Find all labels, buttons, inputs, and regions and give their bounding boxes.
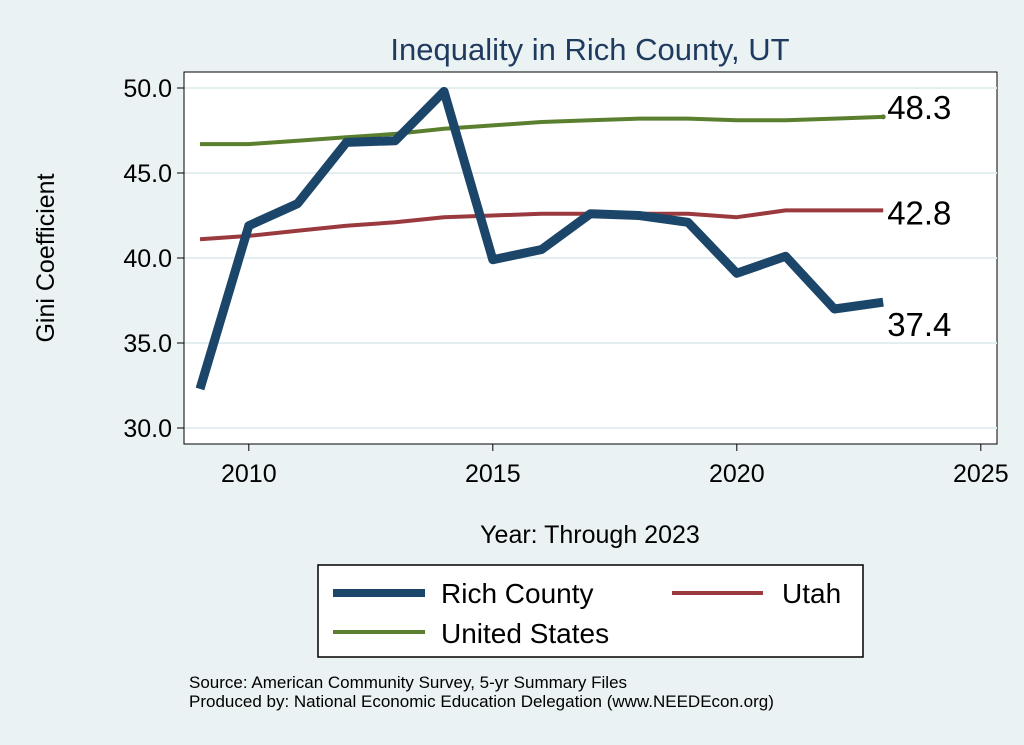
x-tick-label: 2010	[221, 460, 277, 488]
data-point-united-states	[880, 114, 886, 120]
data-point-utah	[198, 237, 203, 242]
data-point-utah	[832, 208, 837, 213]
y-tick-label: 50.0	[123, 75, 172, 103]
data-point-united-states	[295, 138, 300, 143]
data-point-united-states	[539, 120, 544, 125]
series-line-united-states	[200, 114, 884, 147]
data-point-rich-county	[734, 271, 739, 276]
data-point-rich-county	[246, 223, 251, 228]
end-label-united-states: 48.3	[887, 89, 951, 126]
data-point-utah	[686, 211, 691, 216]
data-point-utah	[442, 215, 447, 220]
data-point-rich-county	[539, 247, 544, 252]
data-point-rich-county	[588, 211, 593, 216]
data-point-rich-county	[344, 140, 349, 145]
data-point-utah	[490, 213, 495, 218]
x-tick-label: 2020	[709, 460, 765, 488]
end-labels: 37.4 42.8 48.3	[887, 89, 951, 343]
producer-note: Produced by: National Economic Education…	[189, 692, 774, 711]
data-lines	[195, 86, 886, 391]
data-point-united-states	[588, 118, 593, 123]
data-point-rich-county	[490, 257, 495, 262]
y-tick-label: 45.0	[123, 160, 172, 188]
y-axis: 30.0 35.0 40.0 45.0 50.0	[123, 72, 185, 444]
data-point-united-states	[490, 123, 495, 128]
data-point-rich-county	[198, 386, 203, 391]
data-point-united-states	[783, 118, 788, 123]
data-point-united-states	[734, 118, 739, 123]
data-point-utah	[393, 220, 398, 225]
x-axis: 2010 2015 2020 2025	[184, 443, 1009, 488]
data-point-united-states	[442, 126, 447, 131]
legend-label-united-states: United States	[441, 618, 609, 649]
end-label-rich-county: 37.4	[887, 306, 951, 343]
y-axis-title: Gini Coefficient	[32, 173, 60, 342]
data-point-united-states	[198, 142, 203, 147]
legend-box	[317, 564, 864, 658]
data-point-united-states	[686, 116, 691, 121]
y-tick-label: 40.0	[123, 245, 172, 273]
x-tick-label: 2025	[953, 460, 1009, 488]
data-point-utah	[344, 223, 349, 228]
data-point-rich-county	[637, 213, 642, 218]
data-point-utah	[295, 228, 300, 233]
legend-label-utah: Utah	[782, 578, 841, 609]
data-point-utah	[539, 211, 544, 216]
data-point-united-states	[832, 116, 837, 121]
y-tick-label: 30.0	[123, 415, 172, 443]
gridlines	[184, 87, 997, 429]
data-point-utah	[783, 208, 788, 213]
legend: Rich County Utah United States	[317, 564, 864, 658]
series-line-rich-county	[195, 86, 884, 391]
end-label-utah: 42.8	[887, 194, 951, 231]
data-point-rich-county	[393, 138, 398, 143]
data-point-united-states	[637, 116, 642, 121]
chart-title: Inequality in Rich County, UT	[390, 32, 789, 67]
x-tick-label: 2015	[465, 460, 521, 488]
x-axis-title: Year: Through 2023	[480, 521, 700, 549]
data-point-rich-county	[295, 201, 300, 206]
data-point-utah	[881, 208, 886, 213]
series-line-utah	[199, 208, 884, 242]
data-point-rich-county	[686, 220, 691, 225]
data-point-rich-county	[881, 300, 886, 305]
y-tick-label: 35.0	[123, 330, 172, 358]
legend-label-rich-county: Rich County	[441, 578, 594, 609]
source-note: Source: American Community Survey, 5-yr …	[189, 673, 627, 692]
data-point-united-states	[246, 142, 251, 147]
data-point-rich-county	[442, 89, 447, 94]
data-point-utah	[734, 215, 739, 220]
data-point-rich-county	[832, 307, 837, 312]
data-point-rich-county	[783, 254, 788, 259]
